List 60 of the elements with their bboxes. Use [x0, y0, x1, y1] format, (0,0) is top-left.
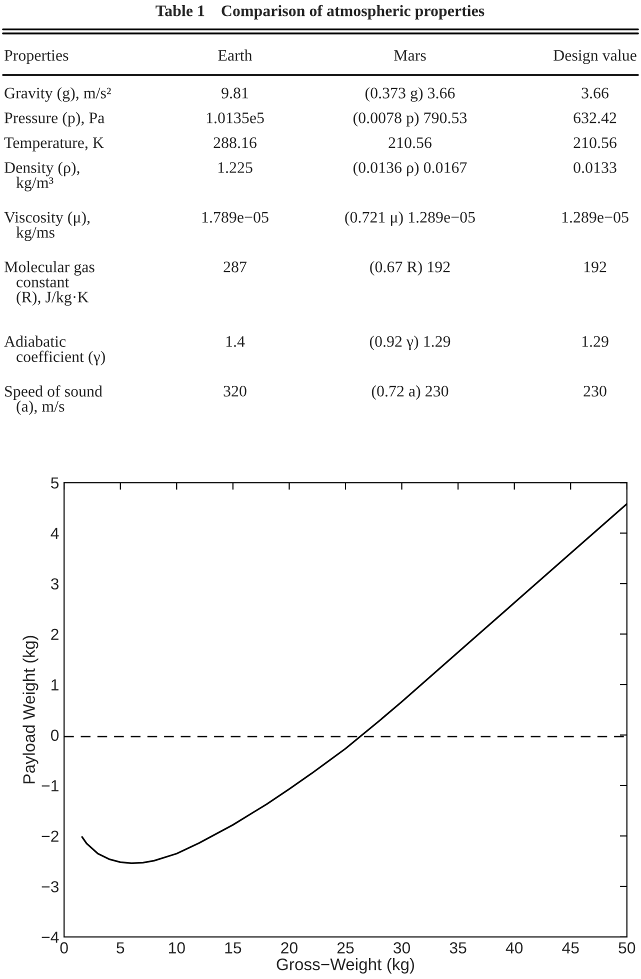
- y-tick-label: −1: [42, 780, 58, 792]
- x-tick-label: 30: [394, 942, 410, 954]
- x-tick-label: 5: [116, 942, 124, 954]
- y-tick-label: 4: [50, 528, 59, 539]
- text: (0.0136 ρ) 0.0167: [353, 162, 467, 176]
- text: Gravity (g), m/s²: [4, 87, 111, 102]
- text: 320: [224, 386, 246, 397]
- text: (0.721 μ) 1.289e−05: [345, 211, 475, 226]
- x-axis-title: Gross−Weight (kg): [276, 958, 414, 974]
- text: 3.66: [582, 88, 608, 99]
- text: 1.289e−05: [562, 212, 628, 223]
- x-tick-label: 10: [168, 942, 185, 954]
- text: Adiabatic coefficient (γ): [4, 336, 105, 366]
- text: 192: [584, 262, 606, 272]
- y-tick-label: 2: [51, 628, 58, 640]
- text: (0.92 γ) 1.29: [370, 336, 450, 350]
- y-tick-label: −2: [42, 830, 58, 842]
- x-tick-label: 15: [225, 942, 242, 954]
- text: Design value: [554, 50, 636, 64]
- text: Density (ρ), kg/m³: [4, 162, 80, 192]
- x-tick-label: 25: [337, 942, 354, 954]
- text: Pressure (p), Pa: [4, 112, 104, 127]
- text: Viscosity (μ), kg/ms: [4, 211, 90, 242]
- text: 1.789e−05: [202, 212, 268, 223]
- x-tick-label: 50: [618, 942, 636, 954]
- x-tick-label: 0: [60, 942, 68, 954]
- text: 210.56: [388, 137, 432, 148]
- text: (0.373 g) 3.66: [365, 87, 455, 102]
- y-tick-label: 0: [50, 730, 59, 741]
- text: 632.42: [574, 112, 616, 124]
- text: 1.225: [218, 162, 252, 174]
- y-tick-label: 5: [50, 477, 59, 489]
- text: Earth: [218, 50, 252, 61]
- x-tick-label: 40: [506, 942, 523, 954]
- text: 210.56: [574, 137, 616, 148]
- y-tick-label: −4: [42, 932, 59, 943]
- text: 288.16: [214, 137, 256, 148]
- x-tick-label: 35: [450, 942, 466, 954]
- x-tick-label: 20: [281, 942, 298, 954]
- y-tick-label: −3: [42, 881, 59, 892]
- text: 1.29: [582, 336, 608, 347]
- text: Molecular gas constant (R), J/kg·K: [4, 261, 94, 306]
- text: Mars: [394, 50, 426, 61]
- text: 287: [224, 262, 247, 272]
- y-tick-label: 3: [50, 578, 59, 590]
- text: (0.72 a) 230: [372, 385, 448, 400]
- text: 230: [584, 386, 606, 397]
- text: 9.81: [222, 88, 248, 99]
- text: Temperature, K: [4, 138, 104, 152]
- text: (0.67 R) 192: [370, 261, 450, 276]
- x-tick-label: 45: [562, 942, 579, 954]
- text: 0.0133: [574, 162, 616, 174]
- y-axis-title: Payload Weight (kg): [22, 636, 38, 784]
- text: 1.0135e5: [206, 112, 264, 124]
- text: (0.0078 p) 790.53: [353, 112, 467, 127]
- text: Speed of sound (a), m/s: [5, 385, 102, 415]
- text: 1.4: [226, 336, 245, 347]
- y-tick-label: 1: [52, 679, 58, 690]
- text: Table 1 Comparison of atmospheric properties: [156, 4, 484, 20]
- text: Properties: [4, 50, 68, 64]
